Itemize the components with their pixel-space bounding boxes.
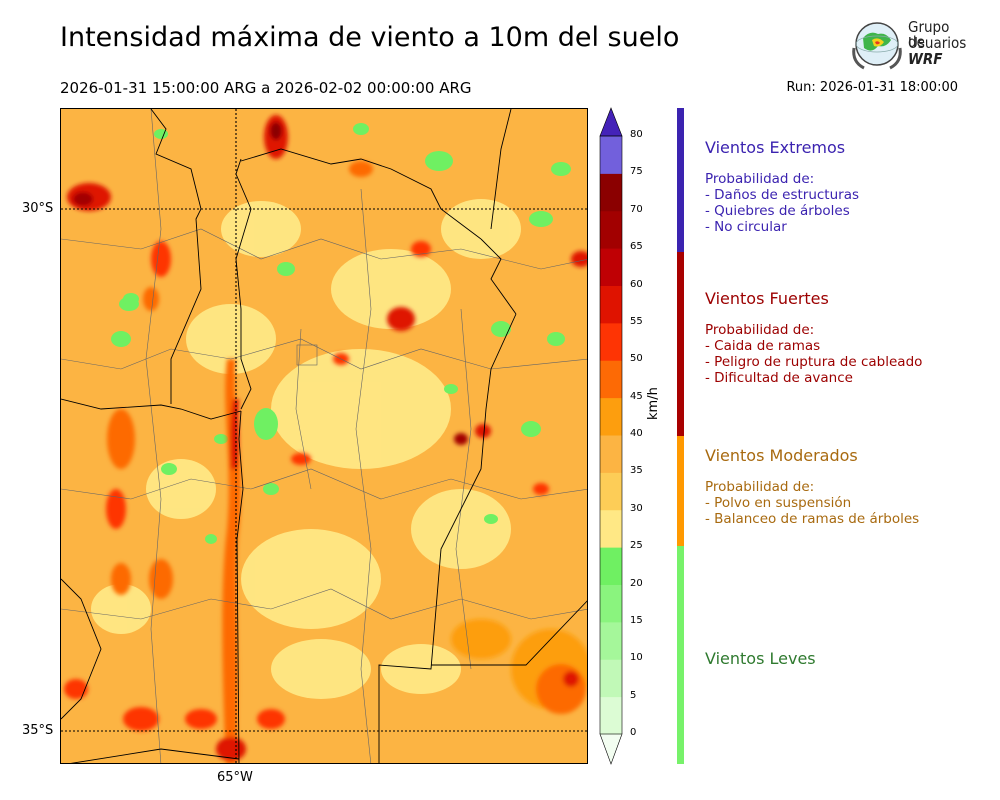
colorbar-tick-label: 35 <box>630 465 643 477</box>
scale-strong <box>677 252 684 436</box>
province-boundaries <box>61 109 587 763</box>
colorbar-segment <box>600 584 622 623</box>
colorbar-tick-label: 5 <box>630 689 637 701</box>
lat-label-30s: 30°S <box>22 201 54 216</box>
colorbar-segment <box>600 509 622 548</box>
category-description: Probabilidad de: - Daños de estructuras … <box>705 171 859 235</box>
colorbar-tick-label: 40 <box>630 428 643 439</box>
colorbar-tick-label: 55 <box>630 315 643 327</box>
colorbar-segment <box>600 547 622 585</box>
colorbar-tick-label: 65 <box>630 241 643 253</box>
category-extreme: Vientos Extremos Probabilidad de: - Daño… <box>705 138 859 235</box>
colorbar-lower-cap <box>599 733 623 765</box>
colorbar-segment <box>600 360 622 399</box>
colorbar-tick-label: 25 <box>630 540 643 552</box>
colorbar-tick-label: 50 <box>630 353 643 365</box>
wind-category-scale <box>677 108 684 764</box>
logo-line-2: Usuarios <box>908 34 967 52</box>
category-name: Vientos Leves <box>705 649 816 668</box>
chart-title: Intensidad máxima de viento a 10m del su… <box>60 22 680 53</box>
desc-line: - Dificultad de avance <box>705 370 853 386</box>
logo-line-3: WRF <box>908 50 943 68</box>
moderate-low-zones <box>91 199 521 699</box>
colorbar-segment <box>600 435 622 473</box>
colorbar-segment <box>600 136 622 174</box>
desc-line: - Caida de ramas <box>705 338 821 354</box>
category-name: Vientos Fuertes <box>705 289 829 308</box>
colorbar-segment <box>600 210 622 249</box>
colorbar-units: km/h <box>646 387 661 420</box>
category-strong: Vientos Fuertes Probabilidad de: - Caida… <box>705 289 922 386</box>
colorbar-tick-label: 60 <box>630 278 643 290</box>
colorbar-segment <box>600 472 622 511</box>
colorbar <box>599 107 623 765</box>
desc-line: Probabilidad de: <box>705 171 815 187</box>
desc-line: - Polvo en suspensión <box>705 495 852 511</box>
colorbar-segment <box>600 248 622 286</box>
desc-line: Probabilidad de: <box>705 322 815 338</box>
colorbar-segment <box>600 397 622 436</box>
category-name: Vientos Extremos <box>705 138 846 157</box>
colorbar-segment <box>600 659 622 698</box>
colorbar-tick-label: 20 <box>630 577 643 589</box>
light-wind-zones <box>111 123 571 544</box>
category-moderate: Vientos Moderados Probabilidad de: - Pol… <box>705 446 919 527</box>
category-name: Vientos Moderados <box>705 446 858 465</box>
colorbar-tick-label: 70 <box>630 203 643 215</box>
scale-light <box>677 546 684 764</box>
graticule <box>61 109 587 763</box>
wind-map <box>60 108 588 764</box>
logo-line-1: Grupo de <box>908 18 950 51</box>
wind-field-svg <box>61 109 587 763</box>
scale-moderate <box>677 436 684 546</box>
colorbar-segment <box>600 621 622 660</box>
scale-extreme <box>677 108 684 252</box>
logo: Grupo de Usuarios WRF <box>848 18 968 72</box>
colorbar-tick-label: 75 <box>630 166 643 178</box>
desc-line: - Peligro de ruptura de cableado <box>705 354 923 370</box>
globe-logo-icon <box>852 22 902 70</box>
category-description: Probabilidad de: - Caida de ramas - Peli… <box>705 322 922 386</box>
category-description: Probabilidad de: - Polvo en suspensión -… <box>705 479 919 527</box>
desc-line: - Quiebres de árboles <box>705 203 850 219</box>
colorbar-tick-label: 0 <box>630 727 637 738</box>
run-timestamp: Run: 2026-01-31 18:00:00 <box>786 80 958 95</box>
lat-label-35s: 35°S <box>22 723 54 738</box>
colorbar-tick-label: 45 <box>630 390 643 402</box>
desc-line: - Balanceo de ramas de árboles <box>705 511 920 527</box>
department-boundaries <box>61 109 587 763</box>
colorbar-tick-label: 15 <box>630 614 643 626</box>
desc-line: Probabilidad de: <box>705 479 815 495</box>
colorbar-segment <box>600 696 622 735</box>
colorbar-segment <box>600 322 622 361</box>
colorbar-outline <box>599 135 623 735</box>
colorbar-segment <box>600 285 622 324</box>
forecast-period: 2026-01-31 15:00:00 ARG a 2026-02-02 00:… <box>60 79 472 97</box>
desc-line: - No circular <box>705 219 787 235</box>
colorbar-tick-label: 10 <box>630 652 643 664</box>
colorbar-segment <box>600 173 622 212</box>
colorbar-tick-label: 30 <box>630 502 643 514</box>
colorbar-upper-cap <box>599 107 623 137</box>
colorbar-tick-label: 80 <box>630 129 643 140</box>
category-light: Vientos Leves <box>705 649 816 668</box>
lon-label-65w: 65°W <box>217 770 253 785</box>
desc-line: - Daños de estructuras <box>705 187 860 203</box>
